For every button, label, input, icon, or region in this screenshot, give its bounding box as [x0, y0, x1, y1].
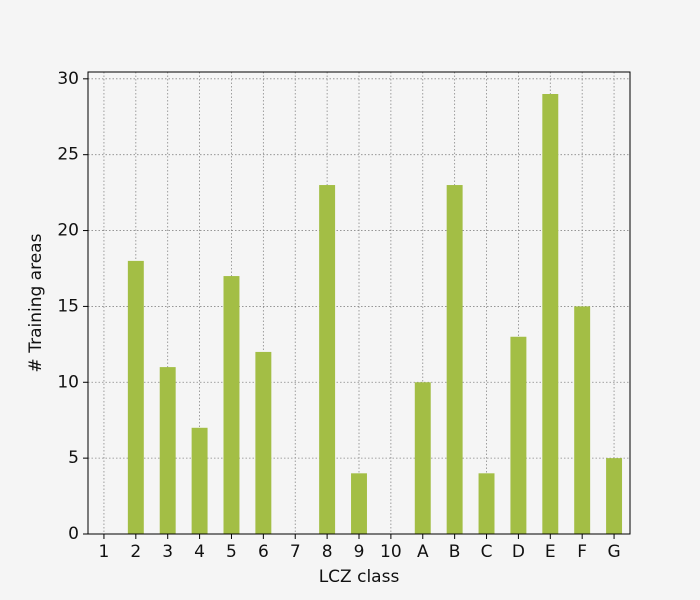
- bar: [255, 351, 272, 534]
- bar: [478, 473, 495, 534]
- x-axis-label: LCZ class: [319, 567, 400, 587]
- y-tick-label: 10: [57, 372, 79, 392]
- x-tick-label: 1: [99, 542, 110, 562]
- y-tick-label: 30: [57, 69, 79, 89]
- bar: [223, 276, 240, 534]
- bar: [191, 427, 208, 534]
- x-tick-label: E: [545, 542, 556, 562]
- x-tick-label: 8: [322, 542, 333, 562]
- y-tick-label: 20: [57, 221, 79, 241]
- bar: [127, 260, 144, 534]
- y-tick-label: 5: [68, 448, 79, 468]
- bar: [446, 185, 463, 534]
- bar: [319, 185, 336, 534]
- y-tick-label: 25: [57, 145, 79, 165]
- y-tick-label: 15: [57, 296, 79, 316]
- x-tick-label: G: [607, 542, 620, 562]
- bar: [159, 367, 176, 534]
- y-tick-label: 0: [68, 524, 79, 544]
- x-tick-label: 5: [226, 542, 237, 562]
- x-tick-label: B: [449, 542, 461, 562]
- x-tick-label: 2: [130, 542, 141, 562]
- bar: [351, 473, 367, 534]
- bar: [414, 382, 431, 534]
- x-tick-label: 7: [290, 542, 301, 562]
- x-tick-label: 4: [194, 542, 205, 562]
- x-tick-label: D: [512, 542, 525, 562]
- bar: [574, 306, 591, 534]
- bar: [542, 94, 559, 534]
- y-axis-label: # Training areas: [26, 233, 46, 372]
- bar: [510, 336, 527, 534]
- x-tick-label: A: [417, 542, 429, 562]
- x-tick-label: F: [577, 542, 587, 562]
- x-tick-label: 10: [380, 542, 402, 562]
- x-tick-label: 9: [354, 542, 365, 562]
- x-tick-label: 6: [258, 542, 269, 562]
- bar: [606, 458, 623, 534]
- x-tick-label: 3: [162, 542, 173, 562]
- plot-frame: [87, 71, 631, 535]
- x-tick-label: C: [481, 542, 493, 562]
